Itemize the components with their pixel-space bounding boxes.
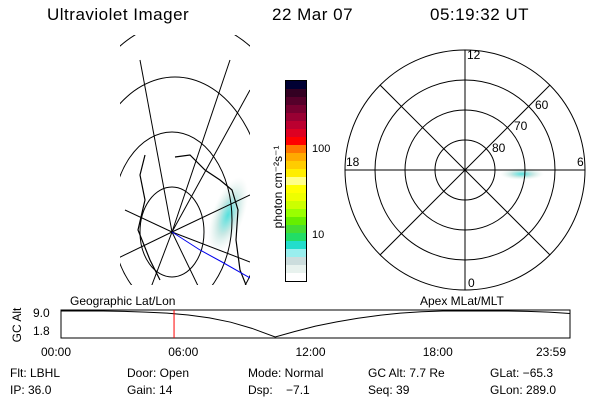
colorbar <box>285 80 307 282</box>
lat-label-80: 80 <box>492 141 506 155</box>
colorbar-swatch <box>286 201 306 209</box>
x-tick-label: 12:00 <box>295 345 326 359</box>
mlt-label-18: 18 <box>346 155 360 169</box>
plot-frame <box>60 309 571 339</box>
mode-status: Mode: Normal <box>248 366 324 380</box>
colorbar-swatch <box>286 217 306 225</box>
filter-status: Flt: LBHL <box>10 366 61 380</box>
colorbar-swatch <box>286 81 306 89</box>
colorbar-swatch <box>286 185 306 193</box>
colorbar-swatch <box>286 265 306 273</box>
geographic-label: Geographic Lat/Lon <box>70 294 176 308</box>
mlt-label-6: 6 <box>577 155 584 169</box>
time-label: 05:19:32 UT <box>430 5 530 24</box>
apex-label: Apex MLat/MLT <box>420 294 504 308</box>
colorbar-swatch <box>286 233 306 241</box>
seq-status: Seq: 39 <box>368 383 410 397</box>
colorbar-swatch <box>286 161 306 169</box>
glon-status: GLon: 289.0 <box>490 383 557 397</box>
altitude-line <box>61 310 571 338</box>
gc-alt-status: GC Alt: 7.7 Re <box>368 366 445 380</box>
colorbar-tick-100: 100 <box>312 143 331 155</box>
y-tick-bottom: 1.8 <box>33 324 50 338</box>
colorbar-swatch <box>286 105 306 113</box>
colorbar-swatch <box>286 137 306 145</box>
gain-status: Gain: 14 <box>127 383 173 397</box>
x-tick-label: 00:00 <box>41 345 72 359</box>
colorbar-swatch <box>286 153 306 161</box>
colorbar-swatch <box>286 113 306 121</box>
instrument-title: Ultraviolet Imager <box>47 5 190 24</box>
colorbar-swatch <box>286 193 306 201</box>
colorbar-swatch <box>286 121 306 129</box>
mlt-label-12: 12 <box>467 48 481 62</box>
x-tick-label: 23:59 <box>536 345 567 359</box>
colorbar-swatch <box>286 129 306 137</box>
colorbar-swatch <box>286 97 306 105</box>
x-tick-label: 18:00 <box>422 345 453 359</box>
ip-status: IP: 36.0 <box>10 383 52 397</box>
colorbar-swatch <box>286 89 306 97</box>
door-status: Door: Open <box>127 366 190 380</box>
colorbar-swatch <box>286 241 306 249</box>
colorbar-swatch <box>286 145 306 153</box>
colorbar-swatch <box>286 257 306 265</box>
colorbar-swatch <box>286 225 306 233</box>
lat-label-70: 70 <box>514 119 528 133</box>
colorbar-swatch <box>286 273 306 281</box>
aurora-emission <box>207 177 249 253</box>
colorbar-tick-10: 10 <box>312 229 325 241</box>
colorbar-swatch <box>286 249 306 257</box>
lat-label-60: 60 <box>535 98 549 112</box>
x-tick-label: 06:00 <box>168 345 199 359</box>
colorbar-swatch <box>286 209 306 217</box>
dsp-status: Dsp: −7.1 <box>248 383 310 397</box>
colorbar-swatch <box>286 177 306 185</box>
date-label: 22 Mar 07 <box>272 5 354 24</box>
aurora-emission <box>500 168 544 180</box>
y-tick-top: 9.0 <box>33 306 50 320</box>
colorbar-swatch <box>286 169 306 177</box>
glat-status: GLat: −65.3 <box>490 366 554 380</box>
mlt-label-0: 0 <box>468 276 475 290</box>
